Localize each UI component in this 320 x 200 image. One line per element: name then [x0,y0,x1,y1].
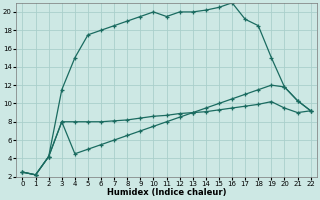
X-axis label: Humidex (Indice chaleur): Humidex (Indice chaleur) [107,188,226,197]
